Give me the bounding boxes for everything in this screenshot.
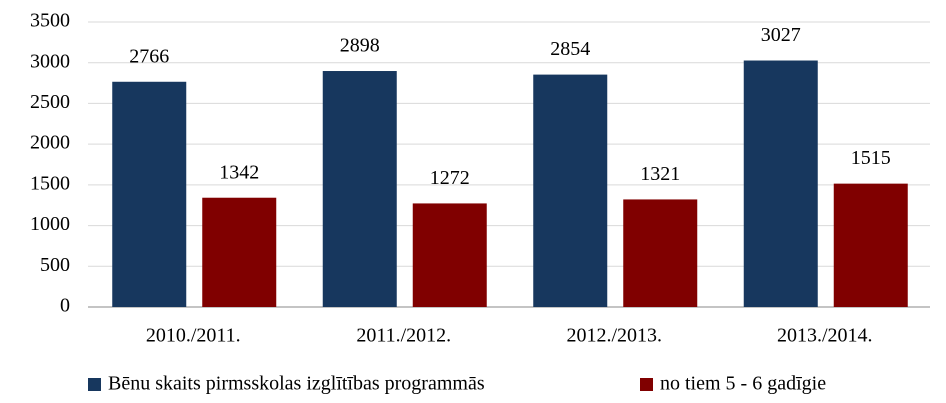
bar — [202, 197, 277, 307]
y-tick-label: 1500 — [30, 172, 70, 194]
y-tick-label: 0 — [60, 295, 70, 317]
bar — [533, 74, 608, 307]
bar — [743, 60, 818, 307]
legend-label: no tiem 5 - 6 gadīgie — [660, 373, 826, 395]
value-label: 1272 — [430, 167, 470, 189]
x-tick-label: 2011./2012. — [356, 325, 451, 347]
bar — [623, 199, 698, 307]
value-label: 1515 — [851, 147, 891, 169]
value-label: 2854 — [550, 38, 590, 60]
legend-swatch — [640, 378, 653, 391]
legend-swatch — [88, 378, 101, 391]
bar — [833, 183, 908, 307]
value-label: 1321 — [640, 163, 680, 185]
y-tick-label: 500 — [40, 254, 70, 276]
bar — [412, 203, 487, 307]
y-tick-label: 2500 — [30, 91, 70, 113]
y-tick-label: 3000 — [30, 50, 70, 72]
value-label: 2898 — [340, 35, 380, 57]
y-tick-label: 1000 — [30, 213, 70, 235]
y-tick-label: 3500 — [30, 10, 70, 32]
bar — [112, 81, 187, 307]
x-tick-label: 2010./2011. — [146, 325, 241, 347]
value-label: 2766 — [129, 45, 169, 67]
bar — [322, 71, 397, 308]
x-tick-label: 2012./2013. — [566, 325, 662, 347]
value-label: 1342 — [219, 161, 259, 183]
x-tick-label: 2013./2014. — [777, 325, 873, 347]
legend-label: Bēnu skaits pirmsskolas izglītības progr… — [108, 373, 485, 395]
value-label: 3027 — [761, 24, 801, 46]
y-tick-label: 2000 — [30, 132, 70, 154]
